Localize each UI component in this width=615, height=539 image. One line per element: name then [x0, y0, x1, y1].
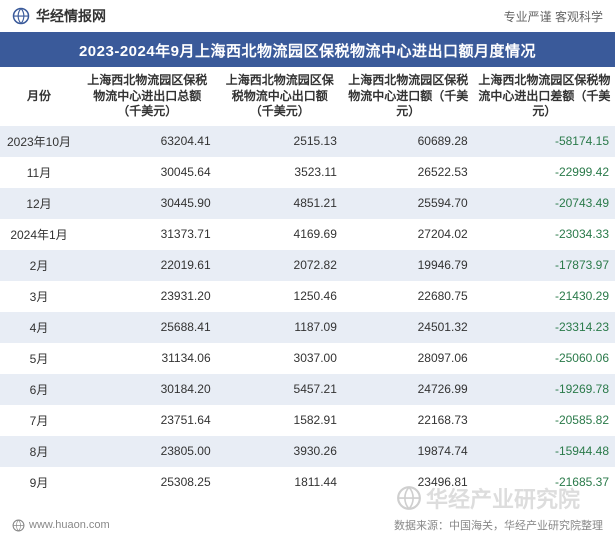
- table-cell: -25060.06: [474, 343, 615, 374]
- table-cell: 25594.70: [343, 188, 474, 219]
- table-cell: 1582.91: [217, 405, 343, 436]
- table-cell: 1811.44: [217, 467, 343, 498]
- globe-icon: [12, 519, 25, 532]
- table-cell: -23314.23: [474, 312, 615, 343]
- table-cell: -15944.48: [474, 436, 615, 467]
- table-cell: -20743.49: [474, 188, 615, 219]
- table-cell: 11月: [0, 157, 78, 188]
- table-cell: 19874.74: [343, 436, 474, 467]
- table-cell: 2072.82: [217, 250, 343, 281]
- table-row: 11月30045.643523.1126522.53-22999.42: [0, 157, 615, 188]
- table-cell: 8月: [0, 436, 78, 467]
- table-cell: 30445.90: [78, 188, 217, 219]
- table-cell: 22168.73: [343, 405, 474, 436]
- table-row: 8月23805.003930.2619874.74-15944.48: [0, 436, 615, 467]
- table-cell: 22019.61: [78, 250, 217, 281]
- table-cell: -21430.29: [474, 281, 615, 312]
- table-cell: -22999.42: [474, 157, 615, 188]
- table-row: 2023年10月63204.412515.1360689.28-58174.15: [0, 126, 615, 157]
- table-cell: -19269.78: [474, 374, 615, 405]
- brand-name: 华经情报网: [36, 6, 106, 26]
- table-cell: 3037.00: [217, 343, 343, 374]
- table-cell: 25688.41: [78, 312, 217, 343]
- footer-source: 数据来源：中国海关，华经产业研究院整理: [394, 517, 603, 533]
- table-cell: -17873.97: [474, 250, 615, 281]
- table-cell: 28097.06: [343, 343, 474, 374]
- table-cell: 24726.99: [343, 374, 474, 405]
- table-cell: 19946.79: [343, 250, 474, 281]
- table-cell: 7月: [0, 405, 78, 436]
- data-table: 月份 上海西北物流园区保税物流中心进出口总额（千美元） 上海西北物流园区保税物流…: [0, 67, 615, 498]
- table-cell: 2024年1月: [0, 219, 78, 250]
- table-cell: 4169.69: [217, 219, 343, 250]
- col-import: 上海西北物流园区保税物流中心进口额（千美元）: [343, 67, 474, 126]
- table-cell: 24501.32: [343, 312, 474, 343]
- table-cell: 6月: [0, 374, 78, 405]
- table-cell: -58174.15: [474, 126, 615, 157]
- footer-url: www.huaon.com: [29, 519, 110, 531]
- table-cell: -21685.37: [474, 467, 615, 498]
- table-cell: 27204.02: [343, 219, 474, 250]
- table-cell: -23034.33: [474, 219, 615, 250]
- col-diff: 上海西北物流园区保税物流中心进出口差额（千美元）: [474, 67, 615, 126]
- table-cell: 2515.13: [217, 126, 343, 157]
- table-cell: 63204.41: [78, 126, 217, 157]
- table-row: 12月30445.904851.2125594.70-20743.49: [0, 188, 615, 219]
- table-row: 2024年1月31373.714169.6927204.02-23034.33: [0, 219, 615, 250]
- col-month: 月份: [0, 67, 78, 126]
- table-cell: 4851.21: [217, 188, 343, 219]
- table-cell: 23805.00: [78, 436, 217, 467]
- table-cell: 31373.71: [78, 219, 217, 250]
- table-cell: 2023年10月: [0, 126, 78, 157]
- table-cell: 31134.06: [78, 343, 217, 374]
- table-row: 7月23751.641582.9122168.73-20585.82: [0, 405, 615, 436]
- table-cell: 1250.46: [217, 281, 343, 312]
- footer-left: www.huaon.com: [12, 519, 110, 532]
- table-cell: 12月: [0, 188, 78, 219]
- table-cell: -20585.82: [474, 405, 615, 436]
- table-cell: 5月: [0, 343, 78, 374]
- table-header-row: 月份 上海西北物流园区保税物流中心进出口总额（千美元） 上海西北物流园区保税物流…: [0, 67, 615, 126]
- table-cell: 30184.20: [78, 374, 217, 405]
- col-export: 上海西北物流园区保税物流中心出口额（千美元）: [217, 67, 343, 126]
- table-cell: 4月: [0, 312, 78, 343]
- table-cell: 60689.28: [343, 126, 474, 157]
- table-cell: 30045.64: [78, 157, 217, 188]
- table-cell: 26522.53: [343, 157, 474, 188]
- page-header: 华经情报网 专业严谨 客观科学: [0, 0, 615, 34]
- table-row: 9月25308.251811.4423496.81-21685.37: [0, 467, 615, 498]
- table-cell: 1187.09: [217, 312, 343, 343]
- table-cell: 9月: [0, 467, 78, 498]
- logo-icon: [12, 7, 30, 25]
- header-tagline: 专业严谨 客观科学: [504, 8, 603, 25]
- table-cell: 3523.11: [217, 157, 343, 188]
- col-total: 上海西北物流园区保税物流中心进出口总额（千美元）: [78, 67, 217, 126]
- table-row: 3月23931.201250.4622680.75-21430.29: [0, 281, 615, 312]
- data-table-container: 月份 上海西北物流园区保税物流中心进出口总额（千美元） 上海西北物流园区保税物流…: [0, 67, 615, 498]
- table-row: 4月25688.411187.0924501.32-23314.23: [0, 312, 615, 343]
- table-row: 5月31134.063037.0028097.06-25060.06: [0, 343, 615, 374]
- table-cell: 5457.21: [217, 374, 343, 405]
- table-title: 2023-2024年9月上海西北物流园区保税物流中心进出口额月度情况: [0, 34, 615, 67]
- header-left: 华经情报网: [12, 6, 106, 26]
- page-footer: www.huaon.com 数据来源：中国海关，华经产业研究院整理: [0, 513, 615, 539]
- table-cell: 22680.75: [343, 281, 474, 312]
- table-row: 6月30184.205457.2124726.99-19269.78: [0, 374, 615, 405]
- table-cell: 3月: [0, 281, 78, 312]
- table-body: 2023年10月63204.412515.1360689.28-58174.15…: [0, 126, 615, 498]
- table-cell: 2月: [0, 250, 78, 281]
- table-cell: 25308.25: [78, 467, 217, 498]
- table-cell: 23751.64: [78, 405, 217, 436]
- table-cell: 23931.20: [78, 281, 217, 312]
- table-row: 2月22019.612072.8219946.79-17873.97: [0, 250, 615, 281]
- table-cell: 3930.26: [217, 436, 343, 467]
- table-cell: 23496.81: [343, 467, 474, 498]
